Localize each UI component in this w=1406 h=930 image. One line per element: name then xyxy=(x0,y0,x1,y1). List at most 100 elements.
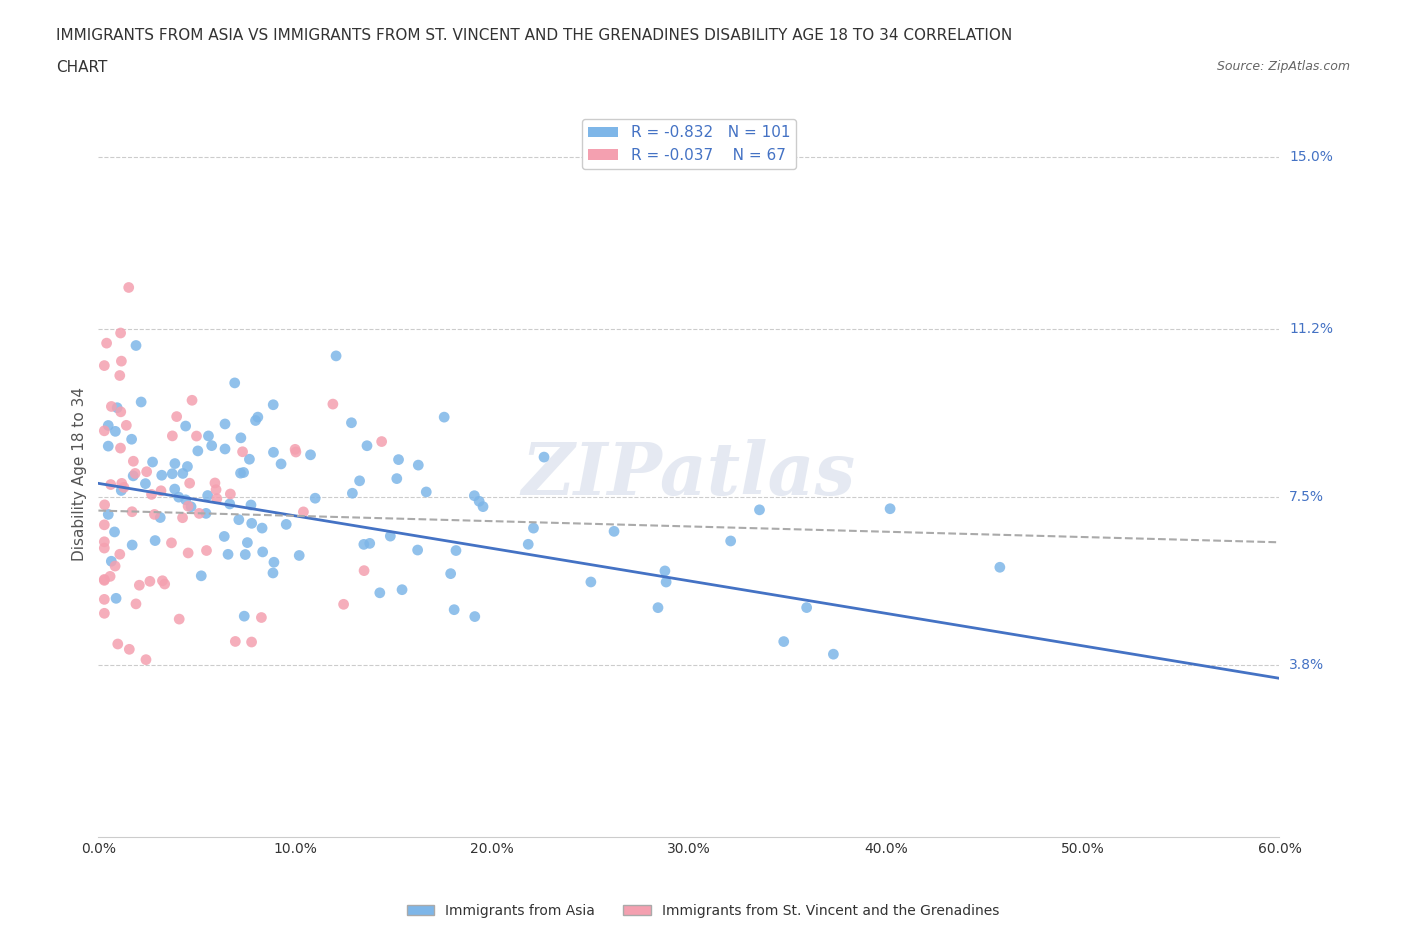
Point xyxy=(195,543,218,558)
Point xyxy=(118,642,141,657)
Point xyxy=(177,546,200,561)
Point xyxy=(105,400,128,415)
Point xyxy=(406,542,429,557)
Point xyxy=(118,280,141,295)
Point xyxy=(93,572,115,587)
Point xyxy=(107,636,129,651)
Point xyxy=(263,555,285,570)
Point xyxy=(387,452,409,467)
Point xyxy=(440,566,463,581)
Point xyxy=(246,410,269,425)
Text: CHART: CHART xyxy=(56,60,108,75)
Point xyxy=(93,605,115,620)
Point xyxy=(250,610,273,625)
Point xyxy=(143,507,166,522)
Point xyxy=(517,537,540,551)
Point xyxy=(97,439,120,454)
Point xyxy=(179,476,201,491)
Point xyxy=(205,483,228,498)
Text: 3.8%: 3.8% xyxy=(1289,658,1324,671)
Point xyxy=(385,472,408,486)
Point xyxy=(236,535,259,550)
Point xyxy=(224,634,246,649)
Text: 15.0%: 15.0% xyxy=(1289,150,1333,164)
Point xyxy=(93,573,115,588)
Point xyxy=(204,475,226,490)
Point xyxy=(263,445,285,459)
Point xyxy=(122,454,145,469)
Text: 7.5%: 7.5% xyxy=(1289,490,1324,504)
Point xyxy=(218,497,240,512)
Point xyxy=(125,596,148,611)
Point xyxy=(110,326,132,340)
Point xyxy=(162,429,184,444)
Point xyxy=(100,553,122,568)
Point xyxy=(212,529,235,544)
Point xyxy=(444,543,467,558)
Point xyxy=(380,528,402,543)
Point xyxy=(292,504,315,519)
Point xyxy=(654,564,676,578)
Point xyxy=(228,512,250,527)
Point xyxy=(353,537,375,551)
Point xyxy=(879,501,901,516)
Point xyxy=(141,487,163,502)
Point xyxy=(188,506,211,521)
Point xyxy=(150,484,173,498)
Point xyxy=(125,339,148,353)
Point xyxy=(174,492,197,507)
Point xyxy=(122,469,145,484)
Legend: R = -0.832   N = 101, R = -0.037    N = 67: R = -0.832 N = 101, R = -0.037 N = 67 xyxy=(582,119,796,169)
Point xyxy=(270,457,292,472)
Point xyxy=(229,466,252,481)
Point xyxy=(110,353,132,368)
Point xyxy=(163,456,186,471)
Point xyxy=(167,612,190,627)
Point xyxy=(304,491,326,506)
Point xyxy=(180,499,202,514)
Point xyxy=(748,502,770,517)
Point xyxy=(93,535,115,550)
Point xyxy=(124,466,146,481)
Point xyxy=(177,498,200,513)
Point xyxy=(988,560,1011,575)
Point xyxy=(579,575,602,590)
Point xyxy=(153,577,176,591)
Point xyxy=(186,429,208,444)
Point xyxy=(353,564,375,578)
Point xyxy=(93,540,115,555)
Point xyxy=(160,536,183,551)
Point xyxy=(464,609,486,624)
Point xyxy=(262,565,284,580)
Point xyxy=(233,547,256,562)
Point xyxy=(533,450,555,465)
Point xyxy=(647,600,669,615)
Point xyxy=(103,525,125,539)
Point xyxy=(93,358,115,373)
Point xyxy=(823,646,845,661)
Point xyxy=(93,498,115,512)
Point xyxy=(349,473,371,488)
Point xyxy=(97,507,120,522)
Point xyxy=(443,603,465,618)
Point xyxy=(796,600,818,615)
Point xyxy=(240,516,263,531)
Point xyxy=(472,499,495,514)
Point xyxy=(135,652,157,667)
Point xyxy=(240,634,263,649)
Point xyxy=(655,575,678,590)
Point xyxy=(238,452,260,467)
Point xyxy=(143,533,166,548)
Point xyxy=(142,455,165,470)
Point xyxy=(201,438,224,453)
Point xyxy=(166,409,188,424)
Point xyxy=(150,468,173,483)
Point xyxy=(98,569,121,584)
Point xyxy=(93,517,115,532)
Point xyxy=(359,536,381,551)
Point xyxy=(110,405,132,419)
Point xyxy=(187,444,209,458)
Point xyxy=(163,482,186,497)
Point xyxy=(181,392,204,407)
Point xyxy=(134,476,156,491)
